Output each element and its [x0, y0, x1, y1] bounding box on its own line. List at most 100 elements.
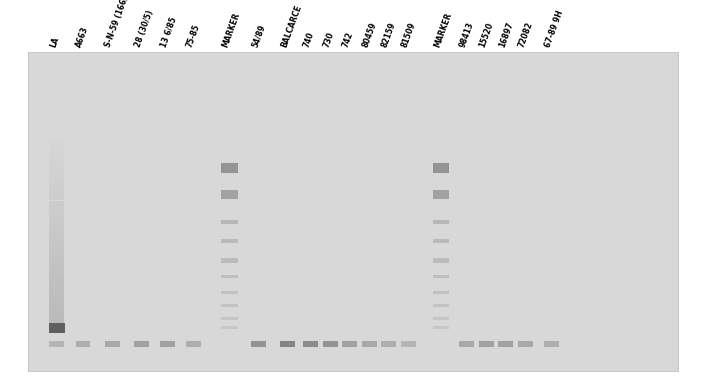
Text: BALCARCE: BALCARCE — [280, 3, 304, 49]
Bar — [49, 251, 64, 254]
Bar — [49, 147, 64, 150]
Bar — [221, 291, 237, 295]
Text: 740: 740 — [302, 30, 316, 49]
Text: 730: 730 — [322, 30, 335, 49]
Bar — [49, 211, 64, 213]
Bar — [221, 326, 237, 329]
Bar — [221, 163, 237, 173]
Bar — [433, 190, 449, 199]
Bar — [433, 220, 449, 224]
Bar — [49, 315, 64, 317]
Bar — [49, 142, 64, 145]
Bar — [49, 190, 64, 193]
Text: 98413: 98413 — [458, 20, 476, 49]
Text: 16897: 16897 — [498, 20, 515, 49]
Text: 80459: 80459 — [361, 21, 378, 49]
Bar — [49, 165, 64, 168]
FancyBboxPatch shape — [28, 52, 678, 371]
Bar — [49, 279, 64, 282]
Text: S-N-59 (166/84): S-N-59 (166/84) — [104, 0, 136, 49]
Bar — [323, 341, 337, 347]
Bar — [49, 134, 64, 137]
Text: 742: 742 — [341, 30, 355, 49]
Bar — [49, 254, 64, 256]
Bar — [49, 173, 64, 175]
Bar — [361, 341, 377, 347]
Bar — [49, 325, 64, 328]
Bar — [49, 236, 64, 239]
Bar — [49, 295, 64, 297]
Bar — [433, 239, 449, 244]
Bar — [49, 297, 64, 300]
Bar — [433, 304, 449, 307]
Bar — [49, 218, 64, 221]
Bar — [49, 208, 64, 211]
Bar — [433, 326, 449, 329]
FancyBboxPatch shape — [7, 4, 699, 382]
Bar — [49, 244, 64, 246]
Bar — [49, 259, 64, 261]
Bar — [49, 269, 64, 272]
Bar — [49, 284, 64, 287]
Bar — [221, 259, 237, 262]
Bar — [221, 317, 237, 320]
Bar — [49, 323, 65, 333]
Bar — [49, 239, 64, 241]
Text: 28 (30/5): 28 (30/5) — [133, 9, 155, 49]
Bar — [104, 341, 120, 347]
Bar — [49, 305, 64, 307]
Bar — [76, 341, 90, 347]
Bar — [49, 195, 64, 198]
Bar — [49, 226, 64, 229]
Bar — [134, 341, 149, 347]
Text: MARKER: MARKER — [432, 11, 453, 49]
Bar — [49, 231, 64, 234]
Bar — [251, 341, 266, 347]
Bar — [49, 241, 64, 244]
Bar — [49, 249, 64, 251]
Bar — [49, 322, 64, 325]
Bar — [221, 190, 237, 199]
Bar — [49, 264, 64, 267]
Bar — [49, 216, 64, 218]
Bar — [49, 132, 64, 134]
Bar — [49, 139, 64, 142]
Bar — [49, 200, 64, 203]
Text: LA: LA — [49, 35, 61, 49]
Bar — [221, 274, 237, 278]
Bar — [49, 290, 64, 292]
Bar — [544, 341, 559, 347]
Bar — [49, 330, 64, 333]
Text: 54/89: 54/89 — [250, 23, 267, 49]
Bar — [49, 310, 64, 312]
Bar — [49, 213, 64, 216]
Bar — [160, 341, 175, 347]
Bar — [221, 304, 237, 307]
Bar — [498, 341, 513, 347]
Bar — [433, 291, 449, 295]
Bar — [186, 341, 201, 347]
Bar — [49, 292, 64, 295]
Bar — [49, 274, 64, 277]
Bar — [304, 341, 318, 347]
Text: A663: A663 — [75, 25, 90, 49]
Bar — [49, 317, 64, 320]
Text: 82159: 82159 — [381, 21, 397, 49]
Bar — [49, 203, 64, 206]
Bar — [49, 312, 64, 315]
Bar — [49, 272, 64, 274]
Bar — [49, 152, 64, 155]
Bar — [433, 163, 449, 173]
Bar — [221, 220, 237, 224]
Bar — [49, 129, 64, 132]
Bar — [49, 193, 64, 195]
Bar — [433, 274, 449, 278]
Bar — [49, 145, 64, 147]
Bar — [433, 259, 449, 262]
Bar — [49, 157, 64, 160]
Bar — [49, 180, 64, 183]
Bar — [460, 341, 474, 347]
Bar — [49, 261, 64, 264]
Text: MARKER: MARKER — [221, 11, 242, 49]
Bar — [49, 170, 64, 173]
